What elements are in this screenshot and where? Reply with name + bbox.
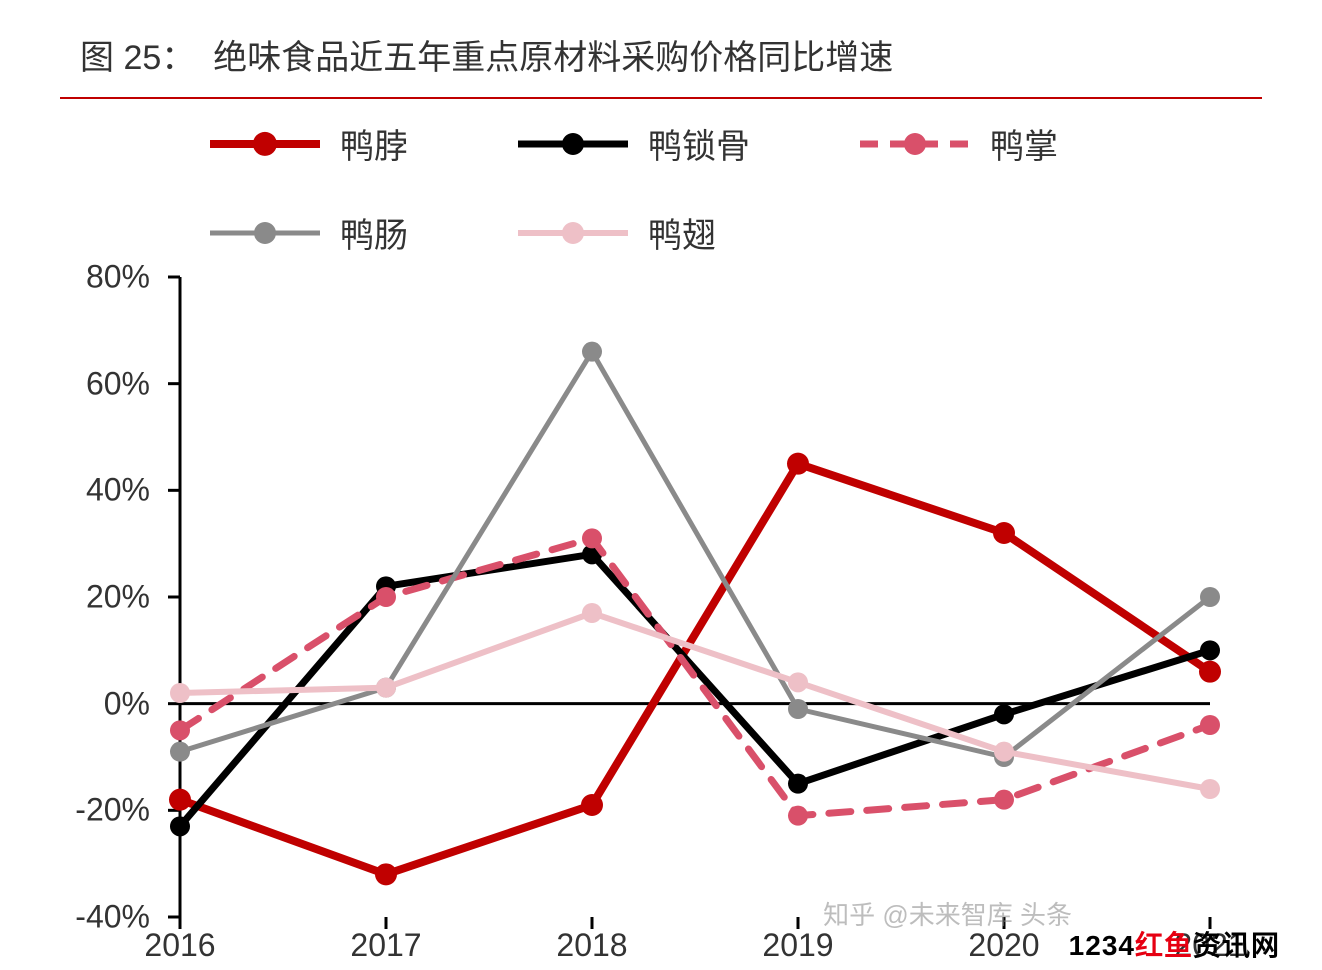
- x-axis-tick-label: 2016: [144, 917, 215, 964]
- series-marker: [582, 342, 602, 362]
- series-marker: [787, 453, 809, 475]
- series-marker: [375, 863, 397, 885]
- series-marker: [788, 699, 808, 719]
- series-marker: [1199, 661, 1221, 683]
- series-marker: [581, 794, 603, 816]
- series-marker: [170, 720, 190, 740]
- x-axis-tick-label: 2017: [350, 917, 421, 964]
- chart-plot-area: -40%-20%0%20%40%60%80%201620172018201920…: [70, 267, 1230, 967]
- series-marker: [582, 528, 602, 548]
- series-marker: [994, 790, 1014, 810]
- legend-item: 鸭锁骨: [518, 119, 750, 168]
- legend-swatch: [210, 217, 320, 249]
- chart-container: 图 25： 绝味食品近五年重点原材料采购价格同比增速 鸭脖 鸭锁骨 鸭掌鸭肠 鸭翅 -…: [0, 0, 1322, 970]
- chart-svg: [70, 267, 1230, 967]
- watermark-prefix: 1234: [1069, 930, 1135, 961]
- y-axis-tick-label: 60%: [86, 365, 165, 402]
- series-marker: [582, 603, 602, 623]
- series-marker: [788, 774, 808, 794]
- legend-item: 鸭肠: [210, 208, 408, 257]
- series-marker: [170, 742, 190, 762]
- legend-swatch: [518, 217, 628, 249]
- series-marker: [1200, 640, 1220, 660]
- legend-label: 鸭翅: [648, 208, 716, 257]
- legend-label: 鸭脖: [340, 119, 408, 168]
- watermark-center: 知乎 @未来智库 头条: [823, 895, 1072, 932]
- legend-item: 鸭掌: [860, 119, 1058, 168]
- series-marker: [170, 683, 190, 703]
- legend-swatch: [518, 128, 628, 160]
- series-marker: [788, 672, 808, 692]
- legend-item: 鸭脖: [210, 119, 408, 168]
- series-marker: [994, 704, 1014, 724]
- figure-label: 图 25：: [80, 30, 195, 79]
- series-line: [180, 538, 1210, 815]
- chart-title-row: 图 25： 绝味食品近五年重点原材料采购价格同比增速: [60, 30, 1262, 79]
- y-axis-tick-label: -20%: [75, 792, 165, 829]
- watermark-suffix: 资讯网: [1193, 930, 1280, 961]
- series-marker: [1200, 779, 1220, 799]
- x-axis-tick-label: 2018: [556, 917, 627, 964]
- series-marker: [1200, 715, 1220, 735]
- series-marker: [170, 816, 190, 836]
- y-axis-tick-label: 40%: [86, 472, 165, 509]
- legend-label: 鸭肠: [340, 208, 408, 257]
- legend-label: 鸭锁骨: [648, 119, 750, 168]
- y-axis-tick-label: 80%: [86, 259, 165, 296]
- watermark-red: 红鱼: [1135, 930, 1193, 961]
- series-marker: [788, 806, 808, 826]
- series-marker: [376, 587, 396, 607]
- series-marker: [993, 522, 1015, 544]
- series-marker: [994, 742, 1014, 762]
- legend-swatch: [860, 128, 970, 160]
- series-marker: [376, 678, 396, 698]
- y-axis-tick-label: 0%: [104, 685, 165, 722]
- legend-label: 鸭掌: [990, 119, 1058, 168]
- chart-title: 绝味食品近五年重点原材料采购价格同比增速: [213, 30, 893, 79]
- y-axis-tick-label: 20%: [86, 579, 165, 616]
- legend-swatch: [210, 128, 320, 160]
- chart-legend: 鸭脖 鸭锁骨 鸭掌鸭肠 鸭翅: [60, 109, 1262, 267]
- series-marker: [1200, 587, 1220, 607]
- legend-item: 鸭翅: [518, 208, 716, 257]
- watermark-right: 1234红鱼资讯网: [1069, 924, 1280, 964]
- title-underline: [60, 97, 1262, 99]
- series-marker: [169, 789, 191, 811]
